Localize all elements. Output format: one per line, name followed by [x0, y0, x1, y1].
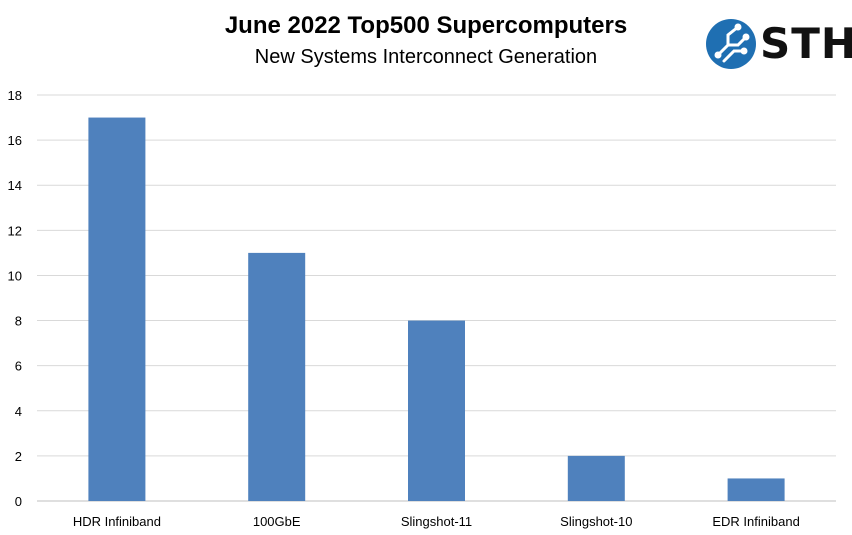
bar: [248, 252, 306, 501]
bar: [567, 455, 625, 501]
chart-title: June 2022 Top500 Supercomputers: [224, 12, 628, 39]
y-tick-label: 10: [8, 268, 22, 283]
y-tick-label: 4: [15, 404, 22, 419]
y-tick-label: 6: [15, 359, 22, 374]
x-tick-label: EDR Infiniband: [712, 514, 799, 529]
x-tick-label: HDR Infiniband: [73, 514, 161, 529]
circuit-globe-icon: [706, 19, 756, 69]
logo-text: STH: [760, 19, 852, 68]
chart-subtitle: New Systems Interconnect Generation: [254, 46, 598, 68]
y-tick-label: 0: [15, 494, 22, 509]
x-tick-label: Slingshot-11: [401, 514, 472, 529]
bar: [408, 320, 465, 501]
y-tick-label: 18: [8, 88, 22, 103]
y-tick-label: 16: [8, 133, 22, 148]
x-tick-label: Slingshot-10: [560, 514, 632, 529]
bar: [727, 478, 785, 501]
x-tick-label: 100GbE: [253, 514, 301, 529]
y-tick-label: 12: [8, 223, 22, 238]
sth-logo: STH: [704, 16, 852, 72]
y-tick-label: 2: [15, 449, 22, 464]
y-tick-label: 14: [8, 178, 22, 193]
bar: [88, 117, 146, 502]
y-tick-label: 8: [15, 314, 22, 329]
